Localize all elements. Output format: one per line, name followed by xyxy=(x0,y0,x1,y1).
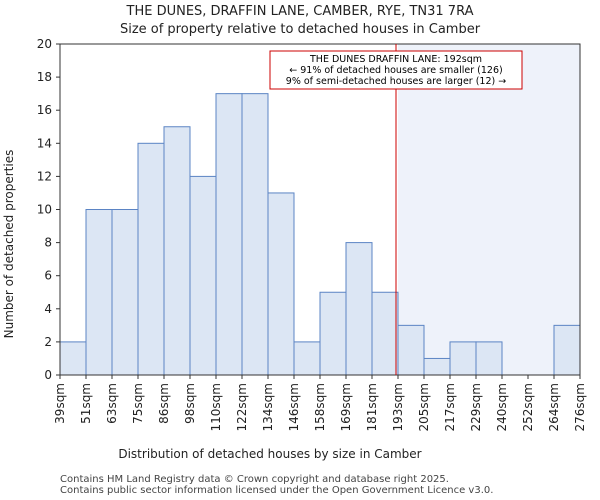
annotation-line3: 9% of semi-detached houses are larger (1… xyxy=(286,76,506,87)
x-tick-label: 110sqm xyxy=(209,383,223,431)
y-tick-label: 14 xyxy=(37,136,52,150)
y-tick-label: 18 xyxy=(37,70,52,84)
bar-146sqm xyxy=(293,341,321,376)
y-tick-label: 6 xyxy=(44,269,52,283)
bar-193sqm xyxy=(397,324,425,376)
x-tick-label: 158sqm xyxy=(313,383,327,431)
bar-217sqm xyxy=(449,341,477,376)
x-tick-label: 122sqm xyxy=(235,383,249,431)
x-tick-label: 98sqm xyxy=(183,383,197,424)
y-tick-label: 0 xyxy=(44,368,52,382)
x-tick-label: 169sqm xyxy=(339,383,353,431)
bar-75sqm xyxy=(137,142,165,376)
x-tick-label: 86sqm xyxy=(157,383,171,424)
y-tick-label: 2 xyxy=(44,335,52,349)
x-tick-label: 205sqm xyxy=(417,383,431,431)
x-tick-label: 134sqm xyxy=(261,383,275,431)
x-tick-label: 229sqm xyxy=(469,383,483,431)
x-tick-label: 252sqm xyxy=(521,383,535,431)
annotation-line2: ← 91% of detached houses are smaller (12… xyxy=(289,65,502,76)
bar-181sqm xyxy=(371,291,399,376)
y-tick-label: 12 xyxy=(37,169,52,183)
bar-39sqm xyxy=(59,341,87,376)
y-axis-label: Number of detached properties xyxy=(2,150,16,339)
y-tick-label: 20 xyxy=(37,37,52,51)
x-tick-label: 193sqm xyxy=(391,383,405,431)
y-tick-label: 8 xyxy=(44,236,52,250)
footer-line2: Contains public sector information licen… xyxy=(60,485,494,496)
bar-122sqm xyxy=(241,93,269,376)
x-axis-label: Distribution of detached houses by size … xyxy=(118,447,421,461)
bar-134sqm xyxy=(267,192,295,376)
bar-169sqm xyxy=(345,242,373,376)
bar-110sqm xyxy=(215,93,243,376)
x-tick-label: 264sqm xyxy=(547,383,561,431)
bar-51sqm xyxy=(85,209,113,376)
annotation-box: THE DUNES DRAFFIN LANE: 192sqm ← 91% of … xyxy=(269,50,523,90)
chart-subtitle: Size of property relative to detached ho… xyxy=(119,22,481,37)
x-tick-label: 276sqm xyxy=(573,383,587,431)
x-tick-label: 146sqm xyxy=(287,383,301,431)
highlight-region xyxy=(398,44,580,375)
bar-86sqm xyxy=(163,126,191,376)
bar-229sqm xyxy=(475,341,503,376)
bar-205sqm xyxy=(423,357,451,376)
chart-title: THE DUNES, DRAFFIN LANE, CAMBER, RYE, TN… xyxy=(126,4,474,19)
bar-63sqm xyxy=(111,209,139,376)
x-tick-label: 63sqm xyxy=(105,383,119,424)
y-tick-label: 10 xyxy=(37,203,52,217)
bar-158sqm xyxy=(319,291,347,376)
bar-264sqm xyxy=(553,324,581,376)
y-tick-label: 16 xyxy=(37,103,52,117)
x-tick-label: 181sqm xyxy=(365,383,379,431)
footer-line1: Contains HM Land Registry data © Crown c… xyxy=(60,474,449,485)
x-tick-label: 217sqm xyxy=(443,383,457,431)
x-tick-label: 39sqm xyxy=(53,383,67,424)
x-tick-label: 51sqm xyxy=(79,383,93,424)
x-tick-label: 75sqm xyxy=(131,383,145,424)
bar-98sqm xyxy=(189,175,217,376)
y-tick-label: 4 xyxy=(44,302,52,316)
annotation-line1: THE DUNES DRAFFIN LANE: 192sqm xyxy=(309,54,482,65)
x-tick-label: 240sqm xyxy=(495,383,509,431)
